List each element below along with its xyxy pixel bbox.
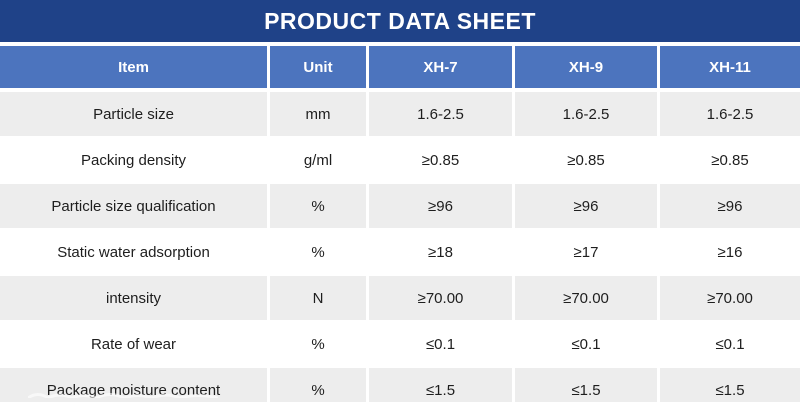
row-unit: % [270, 230, 366, 274]
column-header-xh11: XH-11 [660, 46, 800, 88]
column-header-unit: Unit [270, 46, 366, 88]
row-item-label: Particle size qualification [0, 184, 267, 228]
row-value-xh11: ≥0.85 [660, 138, 800, 182]
row-item-label: intensity [0, 276, 267, 320]
row-unit: % [270, 184, 366, 228]
row-value-xh7: ≤1.5 [369, 368, 512, 402]
row-item-label: Packing density [0, 138, 267, 182]
row-value-xh9: 1.6-2.5 [515, 92, 657, 136]
column-header-xh9: XH-9 [515, 46, 657, 88]
row-value-xh7: ≤0.1 [369, 322, 512, 366]
row-value-xh7: ≥70.00 [369, 276, 512, 320]
row-item-label: Rate of wear [0, 322, 267, 366]
table-header-row: Item Unit XH-7 XH-9 XH-11 [0, 46, 800, 88]
row-value-xh11: ≥96 [660, 184, 800, 228]
title-bar: PRODUCT DATA SHEET [0, 0, 800, 42]
row-value-xh9: ≤1.5 [515, 368, 657, 402]
row-value-xh9: ≥17 [515, 230, 657, 274]
row-value-xh9: ≥0.85 [515, 138, 657, 182]
row-unit: N [270, 276, 366, 320]
row-item-label: Package moisture content [0, 368, 267, 402]
table-row: intensity N ≥70.00 ≥70.00 ≥70.00 [0, 276, 800, 320]
row-unit: g/ml [270, 138, 366, 182]
row-value-xh11: ≤0.1 [660, 322, 800, 366]
row-value-xh11: ≤1.5 [660, 368, 800, 402]
row-value-xh11: 1.6-2.5 [660, 92, 800, 136]
row-value-xh9: ≥70.00 [515, 276, 657, 320]
row-item-label: Particle size [0, 92, 267, 136]
row-value-xh7: ≥96 [369, 184, 512, 228]
row-value-xh7: ≥0.85 [369, 138, 512, 182]
row-value-xh9: ≥96 [515, 184, 657, 228]
table-row: Particle size qualification % ≥96 ≥96 ≥9… [0, 184, 800, 228]
table-row: Package moisture content % ≤1.5 ≤1.5 ≤1.… [0, 368, 800, 402]
table-row: Static water adsorption % ≥18 ≥17 ≥16 [0, 230, 800, 274]
row-value-xh7: ≥18 [369, 230, 512, 274]
column-header-xh7: XH-7 [369, 46, 512, 88]
row-value-xh7: 1.6-2.5 [369, 92, 512, 136]
page-title: PRODUCT DATA SHEET [264, 7, 536, 34]
row-unit: % [270, 368, 366, 402]
row-value-xh11: ≥70.00 [660, 276, 800, 320]
row-unit: mm [270, 92, 366, 136]
table-row: Rate of wear % ≤0.1 ≤0.1 ≤0.1 [0, 322, 800, 366]
row-item-label: Static water adsorption [0, 230, 267, 274]
column-header-item: Item [0, 46, 267, 88]
row-unit: % [270, 322, 366, 366]
row-value-xh11: ≥16 [660, 230, 800, 274]
table-row: Packing density g/ml ≥0.85 ≥0.85 ≥0.85 [0, 138, 800, 182]
row-value-xh9: ≤0.1 [515, 322, 657, 366]
table-row: Particle size mm 1.6-2.5 1.6-2.5 1.6-2.5 [0, 92, 800, 136]
data-table: Item Unit XH-7 XH-9 XH-11 Particle size … [0, 46, 800, 402]
